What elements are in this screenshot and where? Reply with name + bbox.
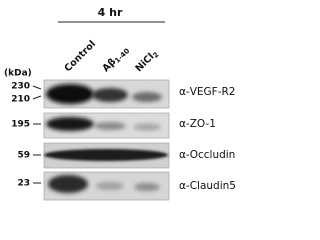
lane-label: Aβ1-40	[100, 44, 131, 75]
band	[48, 175, 88, 193]
marker-label: 230	[11, 82, 30, 92]
antibody-label: α-Occludin	[179, 149, 235, 161]
marker-label: 195	[11, 120, 30, 130]
blot-figure: 4 hr Control Aβ1-40 NiCl2 (kDa) 230 210 …	[4, 6, 236, 201]
marker-tick	[32, 85, 42, 90]
time-label: 4 hr	[98, 6, 123, 19]
band	[96, 182, 124, 190]
band	[134, 183, 160, 191]
band	[94, 122, 126, 130]
antibody-label: α-ZO-1	[179, 118, 216, 130]
marker-tick	[32, 95, 42, 100]
band	[46, 84, 94, 104]
lane-label: NiCl2	[133, 47, 161, 75]
page: {"header": {"time": "4 hr"}, "lanes": [ …	[4, 6, 236, 201]
unit-label: (kDa)	[4, 69, 32, 79]
band	[92, 88, 128, 102]
band	[133, 123, 161, 131]
band	[46, 117, 94, 131]
antibody-label: α-Claudin5	[179, 180, 236, 192]
band	[132, 92, 162, 102]
marker-label: 210	[11, 95, 30, 105]
marker-label: 23	[17, 179, 30, 189]
marker-label: 59	[17, 151, 30, 161]
antibody-label: α-VEGF-R2	[179, 86, 235, 98]
band	[44, 149, 168, 161]
lane-label: Control	[62, 38, 98, 74]
